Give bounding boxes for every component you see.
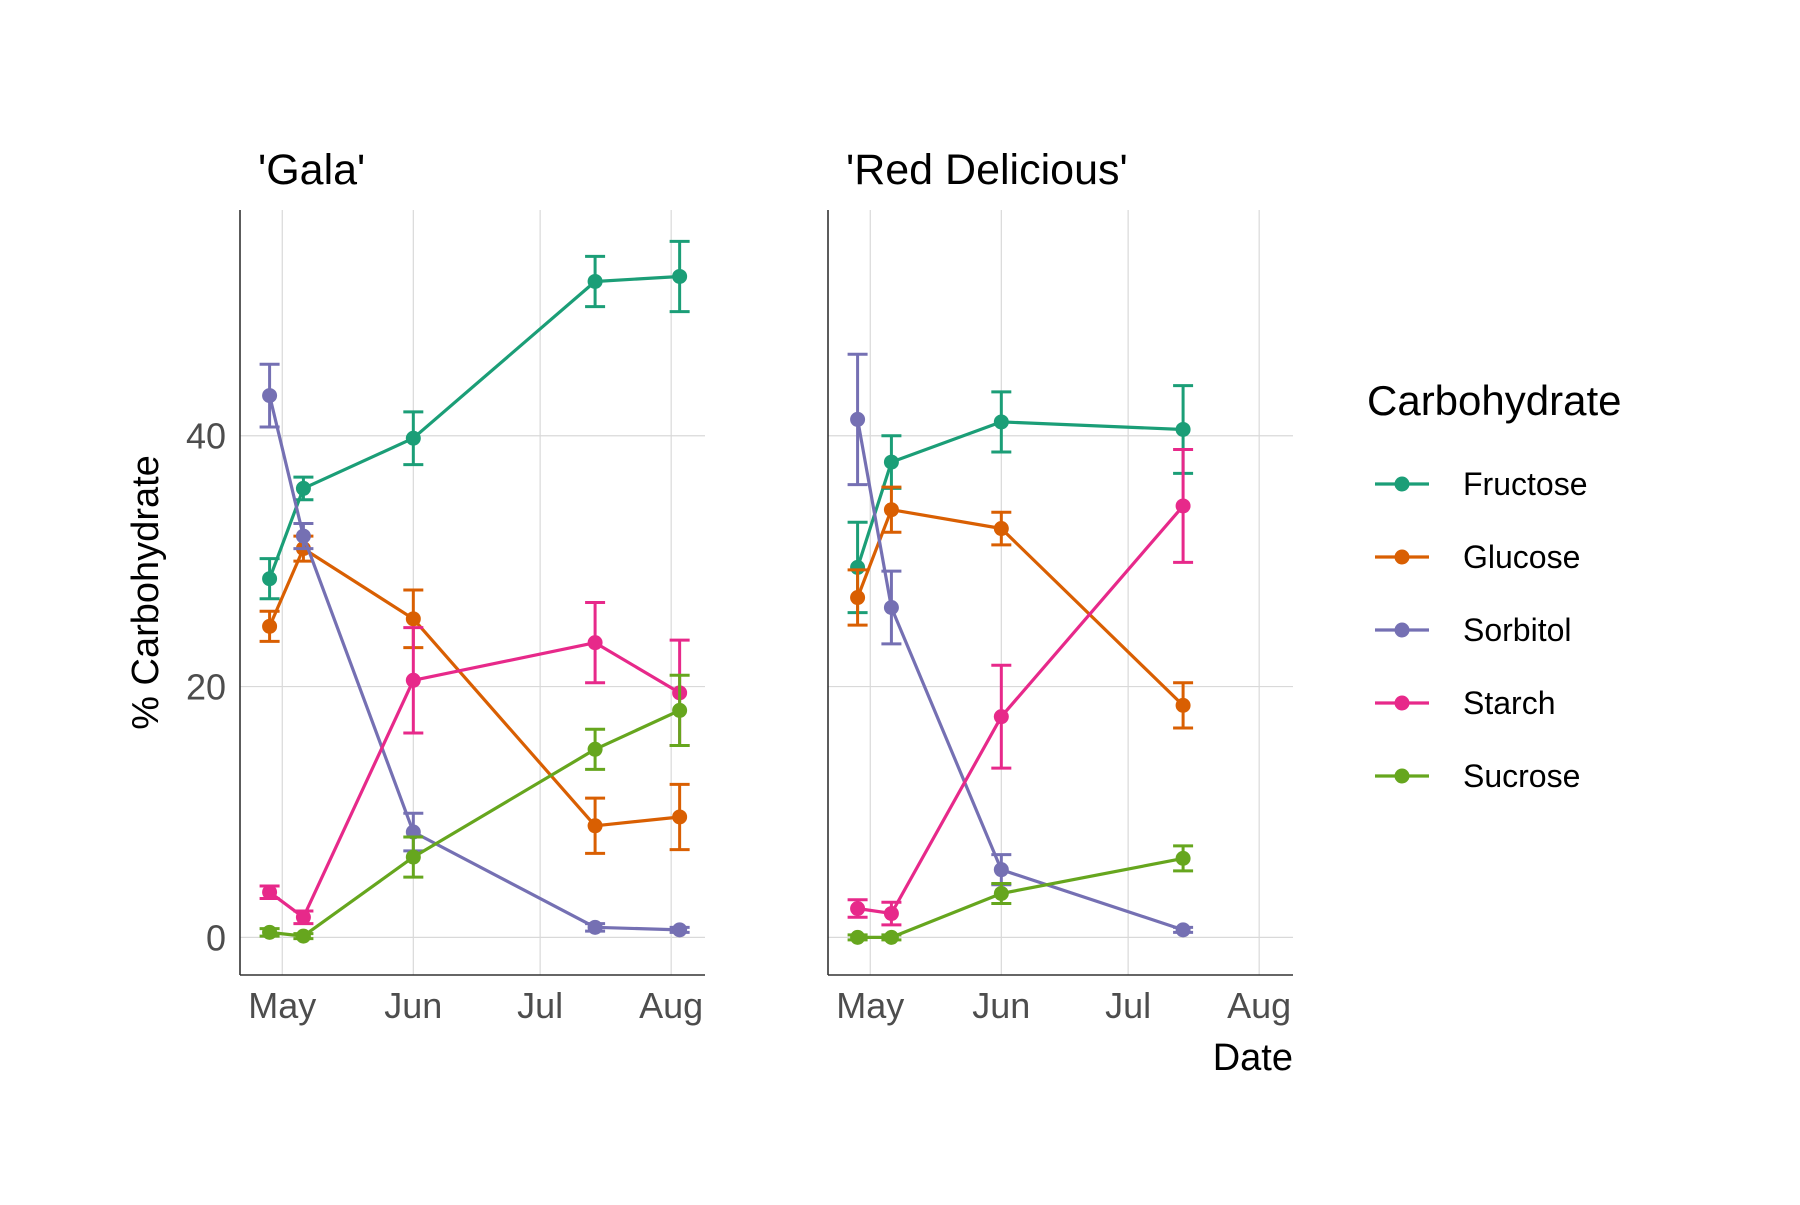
- data-point-sorbitol: [850, 411, 866, 427]
- data-point-fructose: [993, 414, 1009, 430]
- data-point-sucrose: [1175, 850, 1191, 866]
- data-point-fructose: [883, 454, 899, 470]
- data-point-sucrose: [405, 849, 421, 865]
- data-point-sucrose: [993, 885, 1009, 901]
- data-point-sorbitol: [295, 528, 311, 544]
- data-point-starch: [587, 635, 603, 651]
- data-point-fructose: [405, 430, 421, 446]
- series-line-starch: [857, 504, 1185, 916]
- data-point-sucrose: [295, 928, 311, 944]
- legend-key-point: [1394, 476, 1410, 492]
- data-point-glucose: [1175, 697, 1191, 713]
- series-line-fructose: [268, 274, 680, 580]
- data-point-sucrose: [850, 929, 866, 945]
- x-tick-label: Aug: [639, 985, 703, 1026]
- data-point-sucrose: [262, 924, 278, 940]
- series-line-sorbitol: [856, 419, 1184, 932]
- data-point-fructose: [262, 571, 278, 587]
- series-line-glucose: [856, 508, 1185, 707]
- data-point-sucrose: [883, 929, 899, 945]
- legend-label-starch: Starch: [1463, 685, 1555, 721]
- data-point-fructose: [295, 480, 311, 496]
- legend-key-point: [1394, 549, 1410, 565]
- data-point-glucose: [672, 809, 688, 825]
- legend-label-glucose: Glucose: [1463, 539, 1580, 575]
- x-tick-label: May: [836, 985, 904, 1026]
- legend-label-fructose: Fructose: [1463, 466, 1587, 502]
- x-tick-label: Jun: [384, 985, 442, 1026]
- x-tick-label: Jul: [517, 985, 563, 1026]
- x-tick-label: Aug: [1227, 985, 1291, 1026]
- legend-label-sucrose: Sucrose: [1463, 758, 1580, 794]
- legend-label-sorbitol: Sorbitol: [1463, 612, 1572, 648]
- data-point-starch: [850, 901, 866, 917]
- data-point-glucose: [883, 502, 899, 518]
- x-tick-label: May: [248, 985, 316, 1026]
- data-point-sorbitol: [883, 600, 899, 616]
- data-point-glucose: [993, 521, 1009, 537]
- y-tick-label: 40: [186, 416, 226, 457]
- y-tick-label: 20: [186, 667, 226, 708]
- data-point-sorbitol: [672, 922, 688, 938]
- data-point-sorbitol: [587, 919, 603, 935]
- data-point-sorbitol: [1175, 922, 1191, 938]
- data-point-starch: [883, 906, 899, 922]
- data-point-sucrose: [587, 741, 603, 757]
- data-point-starch: [262, 884, 278, 900]
- x-tick-label: Jun: [972, 985, 1030, 1026]
- data-point-fructose: [587, 273, 603, 289]
- series-line-starch: [268, 641, 681, 919]
- panel-title: 'Gala': [258, 146, 365, 194]
- data-point-glucose: [405, 611, 421, 627]
- legend-key-point: [1394, 622, 1410, 638]
- series-line-sucrose: [857, 856, 1184, 940]
- legend-title: Carbohydrate: [1367, 377, 1621, 424]
- series-line-glucose: [268, 546, 680, 828]
- panel-title: 'Red Delicious': [846, 146, 1128, 194]
- x-tick-label: Jul: [1105, 985, 1151, 1026]
- data-point-starch: [993, 709, 1009, 725]
- data-point-sorbitol: [262, 388, 278, 404]
- legend-key-point: [1394, 768, 1410, 784]
- legend-key-point: [1394, 695, 1410, 711]
- y-tick-label: 0: [206, 917, 226, 958]
- data-point-glucose: [587, 818, 603, 834]
- data-point-sucrose: [672, 702, 688, 718]
- data-point-starch: [1175, 498, 1191, 514]
- data-point-glucose: [262, 618, 278, 634]
- data-point-starch: [405, 672, 421, 688]
- data-point-fructose: [1175, 421, 1191, 437]
- x-axis-title: Date: [1213, 1037, 1293, 1079]
- y-axis-title: % Carbohydrate: [125, 455, 167, 730]
- data-point-fructose: [672, 268, 688, 284]
- data-point-sorbitol: [993, 862, 1009, 878]
- data-point-starch: [295, 909, 311, 925]
- data-point-glucose: [850, 590, 866, 606]
